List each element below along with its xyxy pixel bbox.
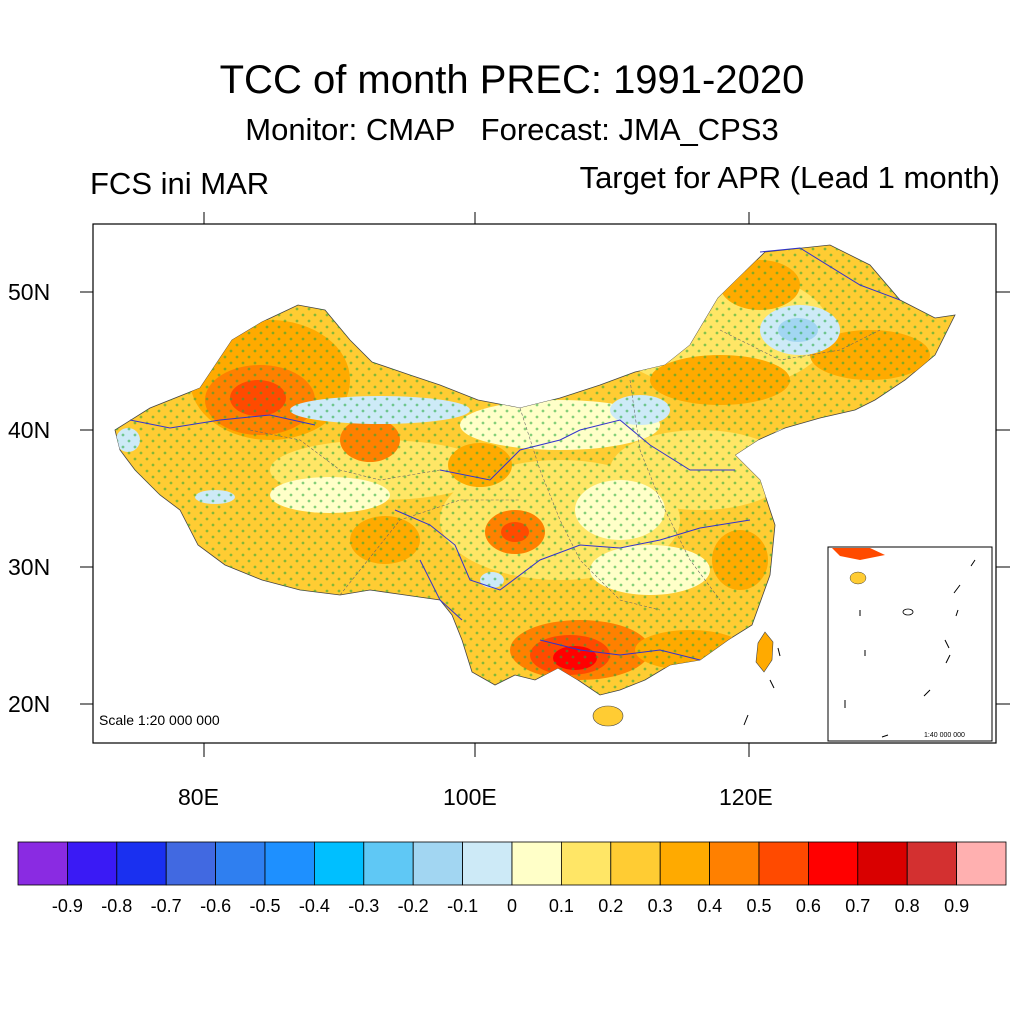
colorbar-tick-label: 0.9 [944, 896, 970, 916]
colorbar-swatch [116, 841, 167, 886]
target-month-label: Target for APR (Lead 1 month) [579, 160, 1000, 195]
colorbar-swatch [17, 841, 68, 886]
colorbar-tick-label: -0.4 [298, 896, 330, 916]
lat-label-40n: 40N [8, 417, 51, 443]
colorbar-tick-label: 0.3 [647, 896, 673, 916]
colorbar-swatch [561, 841, 612, 886]
colorbar-tick-label: -0.3 [348, 896, 380, 916]
colorbar-swatch [659, 841, 711, 886]
colorbar-tick-label: 0.5 [746, 896, 772, 916]
colorbar-swatch [906, 841, 958, 886]
colorbar-tick-label: 0.6 [795, 896, 821, 916]
axis-ticks [80, 212, 1010, 757]
colorbar-tick-label: -0.1 [447, 896, 479, 916]
colorbar-swatch [363, 841, 414, 886]
colorbar-swatch [215, 841, 266, 886]
colorbar-tick-label: -0.5 [249, 896, 281, 916]
taiwan-island [755, 631, 774, 673]
colorbar-tick-label: 0 [506, 896, 518, 916]
colorbar-tick-label: 0.8 [894, 896, 920, 916]
scale-label-inset: 1:40 000 000 [924, 732, 965, 739]
lon-label-100e: 100E [443, 784, 497, 810]
colorbar-swatch [511, 841, 562, 886]
colorbar-tick-label: 0.7 [845, 896, 871, 916]
colorbar-tick-label: -0.2 [397, 896, 429, 916]
colorbar-swatch [857, 841, 908, 886]
hainan-island [592, 705, 624, 727]
colorbar-swatch [956, 841, 1007, 886]
colorbar-tick-label: -0.7 [150, 896, 182, 916]
colorbar-swatch [610, 841, 661, 886]
colorbar-swatch [462, 841, 513, 886]
colorbar-tick-label: 0.1 [548, 896, 574, 916]
init-month-label: FCS ini MAR [90, 166, 270, 201]
map-title: TCC of month PREC: 1991-2020 [219, 58, 805, 102]
scale-label-main: Scale 1:20 000 000 [99, 712, 220, 728]
colorbar-swatch [313, 841, 365, 886]
lat-label-20n: 20N [8, 691, 51, 717]
colorbar-swatch [709, 841, 760, 886]
lon-label-80e: 80E [178, 784, 219, 810]
colorbar-swatch [758, 841, 809, 886]
colorbar-tick-label: -0.8 [101, 896, 133, 916]
colorbar-tick-label: 0.2 [598, 896, 624, 916]
colorbar-tick-label: -0.9 [51, 896, 83, 916]
map-subtitle: Monitor: CMAP Forecast: JMA_CPS3 [245, 112, 779, 147]
south-china-sea-inset [827, 546, 993, 742]
colorbar [17, 841, 1007, 886]
colorbar-tick-label: -0.6 [200, 896, 232, 916]
colorbar-swatch [412, 841, 464, 886]
colorbar-swatch [67, 841, 118, 886]
colorbar-swatch [165, 841, 216, 886]
colorbar-swatch [808, 841, 859, 886]
lat-label-30n: 30N [8, 554, 51, 580]
lat-label-50n: 50N [8, 279, 51, 305]
colorbar-tick-label: 0.4 [697, 896, 723, 916]
lon-label-120e: 120E [719, 784, 773, 810]
colorbar-swatch [264, 841, 315, 886]
